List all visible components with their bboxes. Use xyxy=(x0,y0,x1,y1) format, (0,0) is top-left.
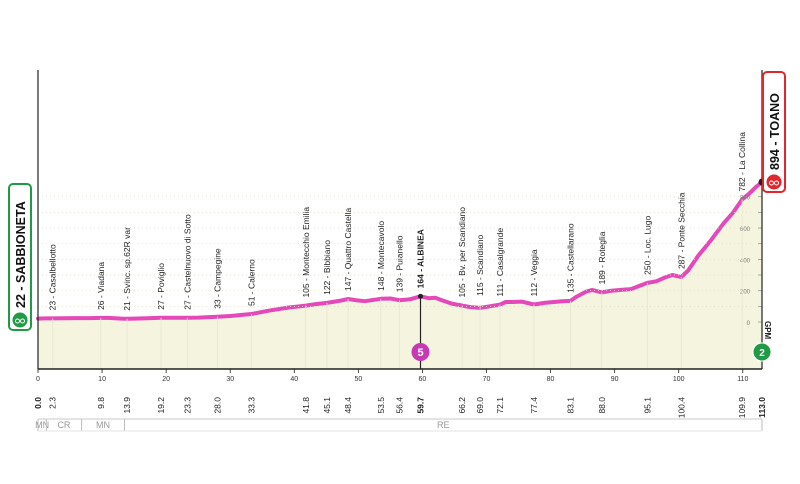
bike-wheel-icon xyxy=(774,180,779,186)
place-label: 115 - Scandiano xyxy=(475,234,485,296)
distance-label: 45.1 xyxy=(322,397,332,414)
zone-label: MN xyxy=(96,420,110,430)
distance-label: 66.2 xyxy=(457,397,467,414)
place-label: 250 - Loc. Lugo xyxy=(642,216,652,275)
distance-label: 0.0 xyxy=(33,397,43,409)
distance-label: 109.9 xyxy=(737,397,747,419)
place-label: 164 - ALBINEA xyxy=(416,229,426,288)
region-zones: MN CR MN RE xyxy=(35,418,763,432)
sprint-badge xyxy=(411,343,430,361)
distance-tick-label: 30 xyxy=(226,376,234,383)
bike-wheel-icon xyxy=(15,318,20,324)
place-label: 782 - La Collina xyxy=(737,132,747,192)
distance-label: 100.4 xyxy=(676,397,686,419)
bike-wheel-icon xyxy=(20,318,25,324)
zone-label: MN xyxy=(35,420,49,430)
distance-label: 33.3 xyxy=(246,397,256,414)
place-label: 23 - Casalbellotto xyxy=(48,244,58,310)
distance-label: 77.4 xyxy=(529,397,539,414)
distance-tick-label: 50 xyxy=(354,376,362,383)
place-label: 51 - Calerno xyxy=(246,259,256,306)
distance-labels: 0.0 2.3 9.8 13.9 19.2 23.3 28.0 33.3 41.8 45.1 48.… xyxy=(33,397,767,419)
place-label: 135 - Castellarano xyxy=(565,223,575,293)
distance-label: 19.2 xyxy=(156,397,166,414)
altitude-axis: 0 200 400 600 800 xyxy=(740,196,762,327)
bike-wheel-icon xyxy=(769,180,774,186)
distance-label: 88.0 xyxy=(597,397,607,414)
place-label: 112 - Veggia xyxy=(529,249,539,296)
place-label: 33 - Campegine xyxy=(212,248,222,309)
distance-label: 56.4 xyxy=(394,397,404,414)
finish-badge: 894 - TOANO xyxy=(762,71,786,193)
place-label: 122 - Bibbiano xyxy=(322,240,332,295)
distance-tick-label: 0 xyxy=(36,376,40,383)
distance-label: 9.8 xyxy=(96,397,106,409)
altitude-tick-label: 800 xyxy=(740,196,751,202)
distance-label: 2.3 xyxy=(48,397,58,409)
distance-tick-label: 10 xyxy=(98,376,106,383)
start-finish-badges: 22 - SABBIONETA 894 - TOANO xyxy=(8,71,786,331)
finish-badge-frame xyxy=(762,71,786,193)
distance-label: 83.1 xyxy=(565,397,575,414)
place-label: 27 - Castelnuovo di Sotto xyxy=(182,214,192,310)
place-label: 26 - Viadana xyxy=(96,262,106,310)
guide-lines xyxy=(38,196,754,307)
distance-tick-label: 90 xyxy=(611,376,619,383)
distance-tick-label: 70 xyxy=(483,376,491,383)
altitude-tick-label: 200 xyxy=(740,290,751,296)
gpm-label: GPM xyxy=(763,321,772,340)
distance-tick-label: 100 xyxy=(673,376,685,383)
distance-tick-label: 40 xyxy=(290,376,298,383)
zone-label: CR xyxy=(57,420,70,430)
place-label: 111 - Casalgrande xyxy=(495,228,505,297)
distance-label: 23.3 xyxy=(182,397,192,414)
distance-label: 72.1 xyxy=(495,397,505,414)
distance-label: 95.1 xyxy=(642,397,652,414)
profile-fill xyxy=(38,182,762,369)
altitude-tick-label: 0 xyxy=(747,321,751,327)
place-label: 147 - Quattro Castella xyxy=(343,208,353,291)
distance-label: 41.8 xyxy=(301,397,311,414)
distance-label: 28.0 xyxy=(212,397,222,414)
climb-category: 2 xyxy=(759,348,765,359)
distance-tick-label: 110 xyxy=(737,376,748,383)
start-badge-label: 22 - SABBIONETA xyxy=(14,201,28,308)
distance-tick-label: 20 xyxy=(162,376,170,383)
place-label: 21 - Svinc. sp.62R var xyxy=(122,227,132,311)
distance-label: 48.4 xyxy=(343,397,353,414)
start-badge-frame xyxy=(8,183,32,331)
place-label: 105 - Bv. per Scandiano xyxy=(457,207,467,298)
distance-label: 13.9 xyxy=(122,397,132,414)
place-label: 287 - Ponte Secchia xyxy=(676,192,686,269)
place-label: 27 - Poviglio xyxy=(156,263,166,310)
distance-tick-label: 60 xyxy=(419,376,427,383)
distance-tick-label: 80 xyxy=(547,376,555,383)
altitude-tick-label: 400 xyxy=(740,258,751,264)
place-labels: 23 - Casalbellotto 26 - Viadana 21 - Svinc… xyxy=(48,132,747,369)
finish-badge-label: 894 - TOANO xyxy=(768,93,782,170)
place-label: 105 - Montecchio Emilia xyxy=(301,207,311,298)
sprint-number: 5 xyxy=(417,347,423,359)
distance-label: 53.5 xyxy=(376,397,386,414)
distance-label: 59.7 xyxy=(416,397,426,414)
markers: 5 2 GPM xyxy=(411,178,772,369)
bike-icon xyxy=(12,312,28,328)
place-label: 189 - Roteglia xyxy=(597,231,607,284)
distance-label: 113.0 xyxy=(757,397,767,418)
start-badge: 22 - SABBIONETA xyxy=(8,183,32,331)
place-label: 148 - Montecavolo xyxy=(376,221,386,291)
zone-label: RE xyxy=(437,420,450,430)
place-label: 139 - Puianello xyxy=(394,235,404,292)
bike-icon xyxy=(766,174,782,190)
climb-badge xyxy=(752,342,772,362)
distance-label: 69.0 xyxy=(475,397,485,414)
sprint-point xyxy=(418,293,424,299)
altitude-tick-label: 600 xyxy=(740,227,751,233)
